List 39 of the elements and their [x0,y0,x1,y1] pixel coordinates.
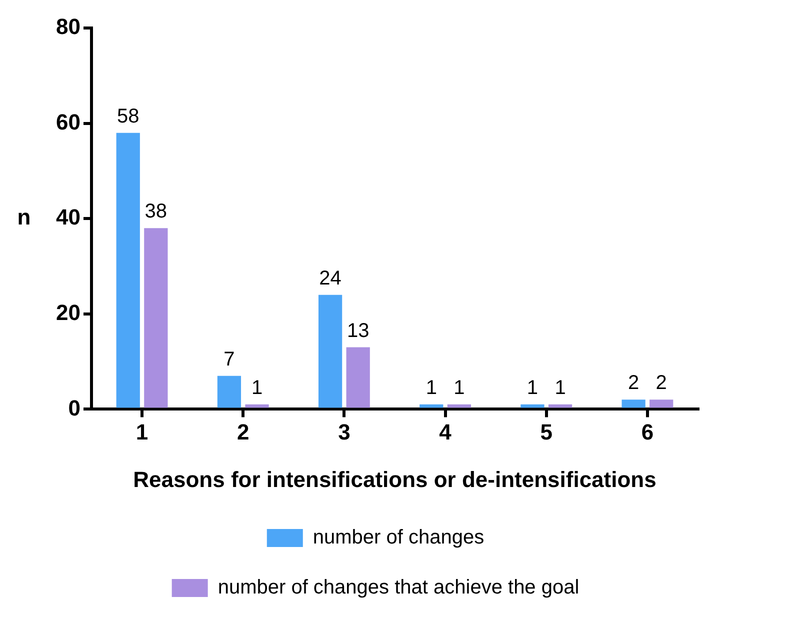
bar [447,404,471,408]
bar [420,404,444,408]
y-tick-label: 40 [56,204,80,230]
bar [650,400,674,408]
data-label: 24 [319,267,342,290]
bar [245,404,269,408]
data-label: 13 [346,320,370,342]
x-tick-label: 4 [439,419,452,444]
x-tick-label: 2 [236,419,250,444]
x-tick-label: 3 [338,419,350,444]
legend-label: number of changes that achieve the goal [218,576,580,599]
x-axis-title: Reasons for intensifications or de-intensifications [133,466,656,492]
x-tick-label: 1 [136,419,148,444]
data-label: 1 [454,376,465,399]
bar [346,347,370,408]
y-tick-label: 0 [68,395,80,420]
data-label: 7 [224,348,235,370]
bar [318,294,342,408]
bar [548,404,572,408]
bar [622,400,646,408]
data-label: 1 [251,376,263,399]
data-label: 1 [526,376,538,399]
x-tick-label: 6 [641,419,654,444]
data-label: 2 [656,372,667,394]
bar [217,376,242,408]
bar [520,404,544,408]
x-tick-label: 5 [540,419,552,444]
data-label: 38 [144,200,168,223]
y-tick-label: 80 [56,14,80,40]
bar [116,132,140,408]
data-label: 1 [426,376,437,399]
data-label: 58 [116,105,140,128]
y-tick-label: 60 [56,109,80,134]
y-axis-title: n [17,204,31,230]
bar [144,228,168,408]
y-tick-label: 20 [56,300,80,325]
data-label: 1 [554,376,566,399]
legend-label: number of changes [312,526,484,549]
data-label: 2 [628,372,640,394]
